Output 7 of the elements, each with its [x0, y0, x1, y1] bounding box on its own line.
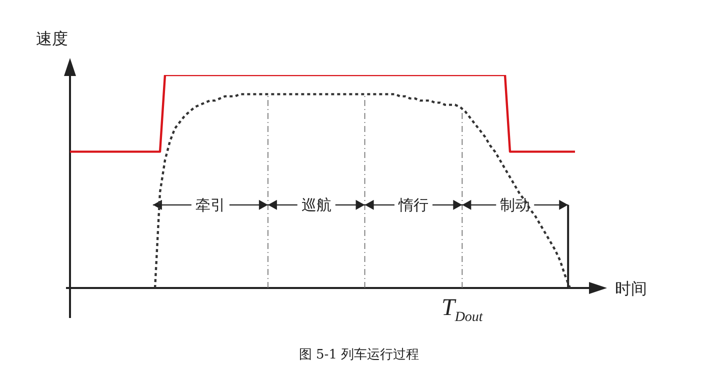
- y-axis-title: 速度: [36, 29, 68, 48]
- caption: 图 5-1 列车运行过程: [298, 347, 420, 362]
- text: T$_{Dout}$: [441, 295, 483, 327]
- x-axis-title: 时间: [615, 279, 647, 298]
- annotation: 惰行: [397, 196, 428, 214]
- annotation: 巡航: [301, 196, 332, 214]
- annotation: 牵引: [195, 196, 226, 214]
